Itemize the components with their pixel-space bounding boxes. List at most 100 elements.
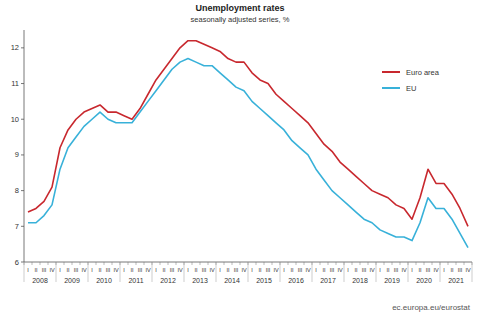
x-tick: [224, 262, 225, 265]
x-tick-label: IV: [177, 267, 183, 273]
legend-swatch: [382, 87, 400, 89]
x-tick-label: III: [170, 267, 175, 273]
x-tick-label: II: [450, 267, 454, 273]
year-separator: [248, 262, 249, 282]
chart: Unemployment rates seasonally adjusted se…: [0, 0, 480, 320]
x-tick-label: III: [330, 267, 335, 273]
legend-label: EU: [406, 84, 416, 93]
x-tick: [176, 262, 177, 265]
year-label: 2014: [224, 277, 240, 284]
x-tick-label: II: [258, 267, 262, 273]
x-tick: [200, 262, 201, 265]
year-label: 2018: [352, 277, 368, 284]
x-tick: [168, 262, 169, 265]
year-separator: [120, 262, 121, 282]
year-separator: [472, 262, 473, 282]
x-tick-label: I: [411, 267, 413, 273]
x-tick: [232, 262, 233, 265]
year-label: 2008: [32, 277, 48, 284]
x-tick: [96, 262, 97, 265]
x-tick: [424, 262, 425, 265]
legend-swatch: [382, 71, 400, 73]
x-tick: [304, 262, 305, 265]
x-tick-label: III: [234, 267, 239, 273]
year-label: 2012: [160, 277, 176, 284]
x-tick-label: IV: [81, 267, 87, 273]
x-tick-label: I: [379, 267, 381, 273]
x-tick-label: IV: [401, 267, 407, 273]
x-tick: [104, 262, 105, 265]
x-tick: [80, 262, 81, 265]
legend-label: Euro area: [406, 68, 440, 77]
x-tick-label: I: [155, 267, 157, 273]
x-tick-label: I: [187, 267, 189, 273]
x-tick-label: IV: [433, 267, 439, 273]
x-tick-label: I: [91, 267, 93, 273]
x-tick-label: I: [315, 267, 317, 273]
x-tick: [112, 262, 113, 265]
x-tick: [448, 262, 449, 265]
x-tick: [296, 262, 297, 265]
year-separator: [184, 262, 185, 282]
x-tick: [432, 262, 433, 265]
y-tick: [21, 190, 24, 191]
x-tick-label: IV: [337, 267, 343, 273]
year-label: 2017: [320, 277, 336, 284]
x-tick: [392, 262, 393, 265]
x-tick: [72, 262, 73, 265]
x-tick-label: IV: [241, 267, 247, 273]
year-label: 2020: [416, 277, 432, 284]
x-tick-label: III: [458, 267, 463, 273]
x-tick-label: III: [202, 267, 207, 273]
x-tick-label: III: [106, 267, 111, 273]
title: Unemployment rates: [195, 3, 284, 13]
x-tick-label: III: [362, 267, 367, 273]
year-separator: [88, 262, 89, 282]
x-tick-label: II: [418, 267, 422, 273]
x-tick: [128, 262, 129, 265]
year-separator: [280, 262, 281, 282]
x-tick: [40, 262, 41, 265]
subtitle: seasonally adjusted series, %: [191, 15, 290, 24]
x-tick-label: III: [394, 267, 399, 273]
x-tick-label: II: [290, 267, 294, 273]
year-label: 2019: [384, 277, 400, 284]
year-label: 2013: [192, 277, 208, 284]
year-label: 2010: [96, 277, 112, 284]
x-tick: [264, 262, 265, 265]
x-tick: [48, 262, 49, 265]
year-label: 2016: [288, 277, 304, 284]
x-tick-label: I: [443, 267, 445, 273]
x-tick-label: IV: [145, 267, 151, 273]
x-tick-label: IV: [113, 267, 119, 273]
y-tick-label: 8: [15, 186, 19, 195]
year-separator: [344, 262, 345, 282]
x-tick: [256, 262, 257, 265]
y-tick-label: 9: [15, 150, 19, 159]
year-separator: [152, 262, 153, 282]
year-label: 2015: [256, 277, 272, 284]
year-separator: [24, 262, 25, 282]
year-separator: [56, 262, 57, 282]
y-tick: [21, 47, 24, 48]
y-tick: [21, 154, 24, 155]
x-tick: [64, 262, 65, 265]
year-separator: [312, 262, 313, 282]
x-tick-label: I: [219, 267, 221, 273]
x-tick-label: I: [283, 267, 285, 273]
plot-area: [28, 41, 468, 248]
x-tick: [464, 262, 465, 265]
source: ec.europa.eu/eurostat: [392, 303, 471, 312]
x-tick-label: II: [386, 267, 390, 273]
x-tick: [328, 262, 329, 265]
x-tick: [320, 262, 321, 265]
x-tick: [368, 262, 369, 265]
x-tick-label: II: [226, 267, 230, 273]
x-tick-label: II: [34, 267, 38, 273]
x-tick-label: III: [42, 267, 47, 273]
y-tick-label: 11: [11, 79, 19, 88]
x-tick: [136, 262, 137, 265]
year-label: 2011: [128, 277, 143, 284]
x-tick-label: III: [426, 267, 431, 273]
y-tick-label: 7: [15, 222, 19, 231]
